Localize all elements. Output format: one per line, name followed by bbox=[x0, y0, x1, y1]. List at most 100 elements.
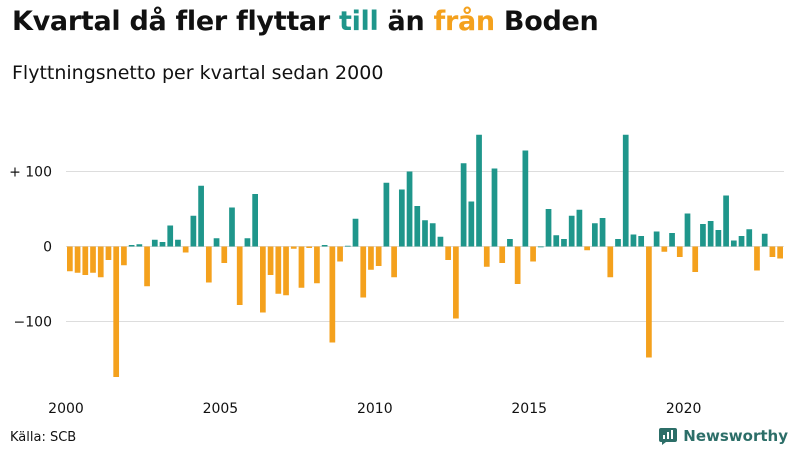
x-tick-label: 2005 bbox=[203, 401, 239, 417]
bar bbox=[707, 221, 714, 247]
bar bbox=[622, 134, 629, 247]
x-tick-label: 2015 bbox=[511, 401, 547, 417]
bar bbox=[422, 220, 428, 247]
bar bbox=[175, 239, 181, 247]
bar bbox=[615, 239, 621, 247]
y-tick-label: 0 bbox=[43, 240, 52, 256]
bar bbox=[777, 246, 783, 259]
bar bbox=[730, 240, 737, 247]
y-axis-ticks: + 100 0 −100 bbox=[9, 165, 52, 331]
bar bbox=[375, 246, 382, 266]
bar bbox=[144, 246, 150, 287]
bar bbox=[638, 236, 645, 247]
bar bbox=[576, 209, 583, 247]
bar bbox=[715, 230, 722, 247]
bar bbox=[460, 163, 467, 247]
title-fran: från bbox=[433, 6, 496, 37]
bar bbox=[391, 246, 397, 278]
y-tick-label: −100 bbox=[14, 315, 52, 331]
bar bbox=[684, 213, 691, 247]
bar bbox=[553, 235, 560, 247]
bar bbox=[167, 225, 174, 247]
bar bbox=[653, 231, 660, 247]
bar bbox=[568, 215, 575, 247]
bar bbox=[491, 168, 498, 247]
bar bbox=[591, 223, 598, 247]
bar bbox=[159, 242, 166, 247]
bar bbox=[213, 238, 220, 247]
bar bbox=[414, 206, 421, 247]
bar bbox=[445, 246, 452, 260]
bar bbox=[136, 244, 143, 247]
bar bbox=[67, 246, 73, 272]
bar bbox=[283, 246, 289, 296]
bar bbox=[97, 246, 104, 278]
bars bbox=[67, 134, 783, 377]
bar bbox=[121, 246, 127, 266]
title-part-1: Kvartal då fler flyttar bbox=[12, 6, 339, 37]
bar bbox=[306, 246, 313, 248]
bar bbox=[329, 246, 336, 343]
bar bbox=[499, 246, 506, 263]
bar bbox=[82, 246, 89, 275]
bar bbox=[646, 246, 652, 358]
bar bbox=[476, 134, 482, 247]
bar bbox=[630, 234, 637, 247]
bar bbox=[406, 171, 413, 247]
bar bbox=[769, 246, 776, 257]
bar bbox=[522, 150, 529, 247]
title-till: till bbox=[338, 6, 379, 37]
bar bbox=[314, 246, 320, 284]
bar bbox=[252, 194, 258, 247]
bar bbox=[260, 246, 266, 313]
bar bbox=[236, 246, 243, 305]
bar bbox=[437, 236, 444, 247]
bar bbox=[429, 223, 436, 247]
brand: Newsworthy bbox=[658, 426, 788, 446]
bar bbox=[128, 245, 135, 247]
bar bbox=[267, 246, 274, 275]
bar bbox=[151, 239, 158, 247]
source-note: Källa: SCB bbox=[10, 430, 77, 445]
bar bbox=[360, 246, 367, 298]
bar bbox=[383, 182, 390, 247]
bar bbox=[607, 246, 614, 278]
bar bbox=[468, 201, 475, 247]
bar bbox=[692, 246, 699, 272]
bar bbox=[352, 218, 359, 247]
bar bbox=[669, 233, 675, 247]
newsworthy-chart-logo-icon bbox=[659, 428, 678, 445]
bar bbox=[599, 218, 606, 247]
bar bbox=[723, 195, 729, 247]
x-tick-label: 2010 bbox=[357, 401, 393, 417]
bar bbox=[298, 246, 305, 288]
bar bbox=[290, 246, 297, 249]
title-end: Boden bbox=[494, 6, 599, 37]
bar bbox=[661, 246, 668, 252]
bar bbox=[453, 246, 459, 319]
title-mid: än bbox=[378, 6, 434, 37]
x-axis-ticks: 2000 2005 2010 2015 2020 bbox=[48, 401, 701, 417]
bar bbox=[746, 229, 753, 247]
bar bbox=[483, 246, 490, 267]
bar bbox=[337, 246, 343, 262]
bar bbox=[514, 246, 521, 284]
bar bbox=[190, 215, 197, 247]
bar bbox=[344, 245, 351, 247]
brand-name: Newsworthy bbox=[683, 427, 788, 445]
bar bbox=[221, 246, 228, 263]
bar bbox=[700, 224, 706, 247]
bar bbox=[182, 246, 189, 253]
bar bbox=[321, 245, 328, 247]
bar bbox=[754, 246, 760, 271]
bar bbox=[229, 207, 235, 247]
bar bbox=[507, 239, 513, 247]
bar bbox=[545, 209, 552, 247]
bar bbox=[90, 246, 96, 273]
bar bbox=[537, 246, 544, 248]
bar bbox=[275, 246, 282, 294]
bar bbox=[398, 189, 405, 247]
chart-subtitle: Flyttningsnetto per kvartal sedan 2000 bbox=[12, 62, 384, 84]
bar bbox=[761, 233, 768, 247]
